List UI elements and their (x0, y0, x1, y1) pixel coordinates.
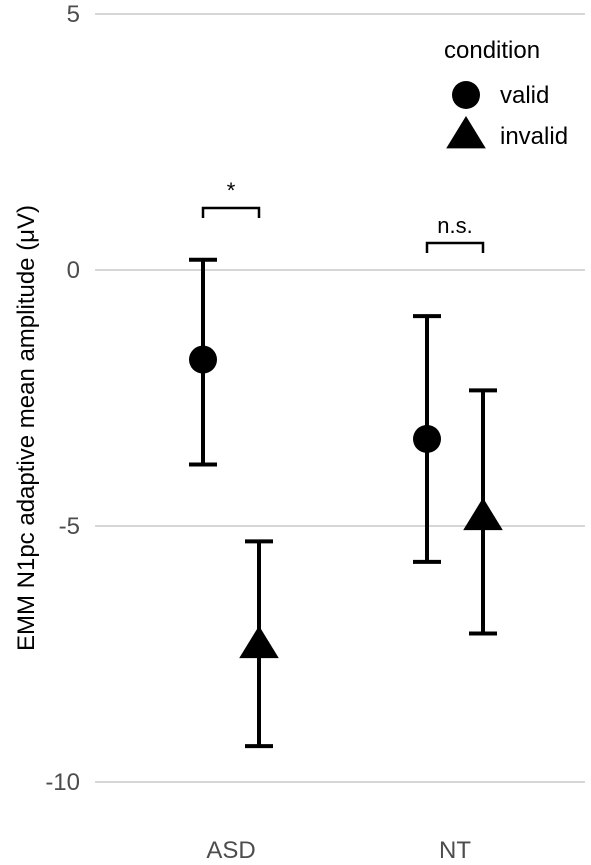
y-tick-label: -5 (59, 513, 80, 540)
significance-label: * (227, 178, 236, 203)
grid-layer (95, 13, 585, 783)
y-tick-label: 0 (67, 257, 80, 284)
significance-label: n.s. (437, 213, 472, 238)
point-group-invalid-NT (463, 388, 503, 636)
significance-layer: * n.s. (201, 178, 485, 253)
point-group-valid-NT (413, 314, 441, 564)
y-tick-labels: 5 0 -5 -10 (45, 1, 80, 796)
x-tick-label: ASD (206, 837, 255, 864)
data-point-circle (189, 345, 217, 374)
x-tick-label: NT (439, 837, 471, 864)
y-axis-label: EMM N1pc adaptive mean amplitude (μV) (13, 205, 40, 651)
legend-marker-triangle (446, 116, 486, 149)
significance-bracket (425, 241, 485, 253)
point-group-invalid-ASD (239, 539, 279, 749)
legend-marker-circle (452, 81, 480, 109)
x-tick-labels: ASD NT (206, 837, 471, 864)
legend: condition valid invalid (444, 37, 568, 150)
legend-title: condition (444, 37, 540, 64)
y-tick-label: -10 (45, 769, 80, 796)
data-point-triangle (463, 497, 503, 531)
point-group-valid-ASD (189, 257, 217, 467)
data-layer (189, 257, 503, 749)
data-point-triangle (239, 625, 279, 659)
legend-label: invalid (500, 123, 568, 150)
data-point-circle (413, 424, 441, 453)
y-tick-label: 5 (67, 1, 80, 28)
significance-bracket (201, 206, 261, 218)
legend-label: valid (500, 82, 549, 109)
